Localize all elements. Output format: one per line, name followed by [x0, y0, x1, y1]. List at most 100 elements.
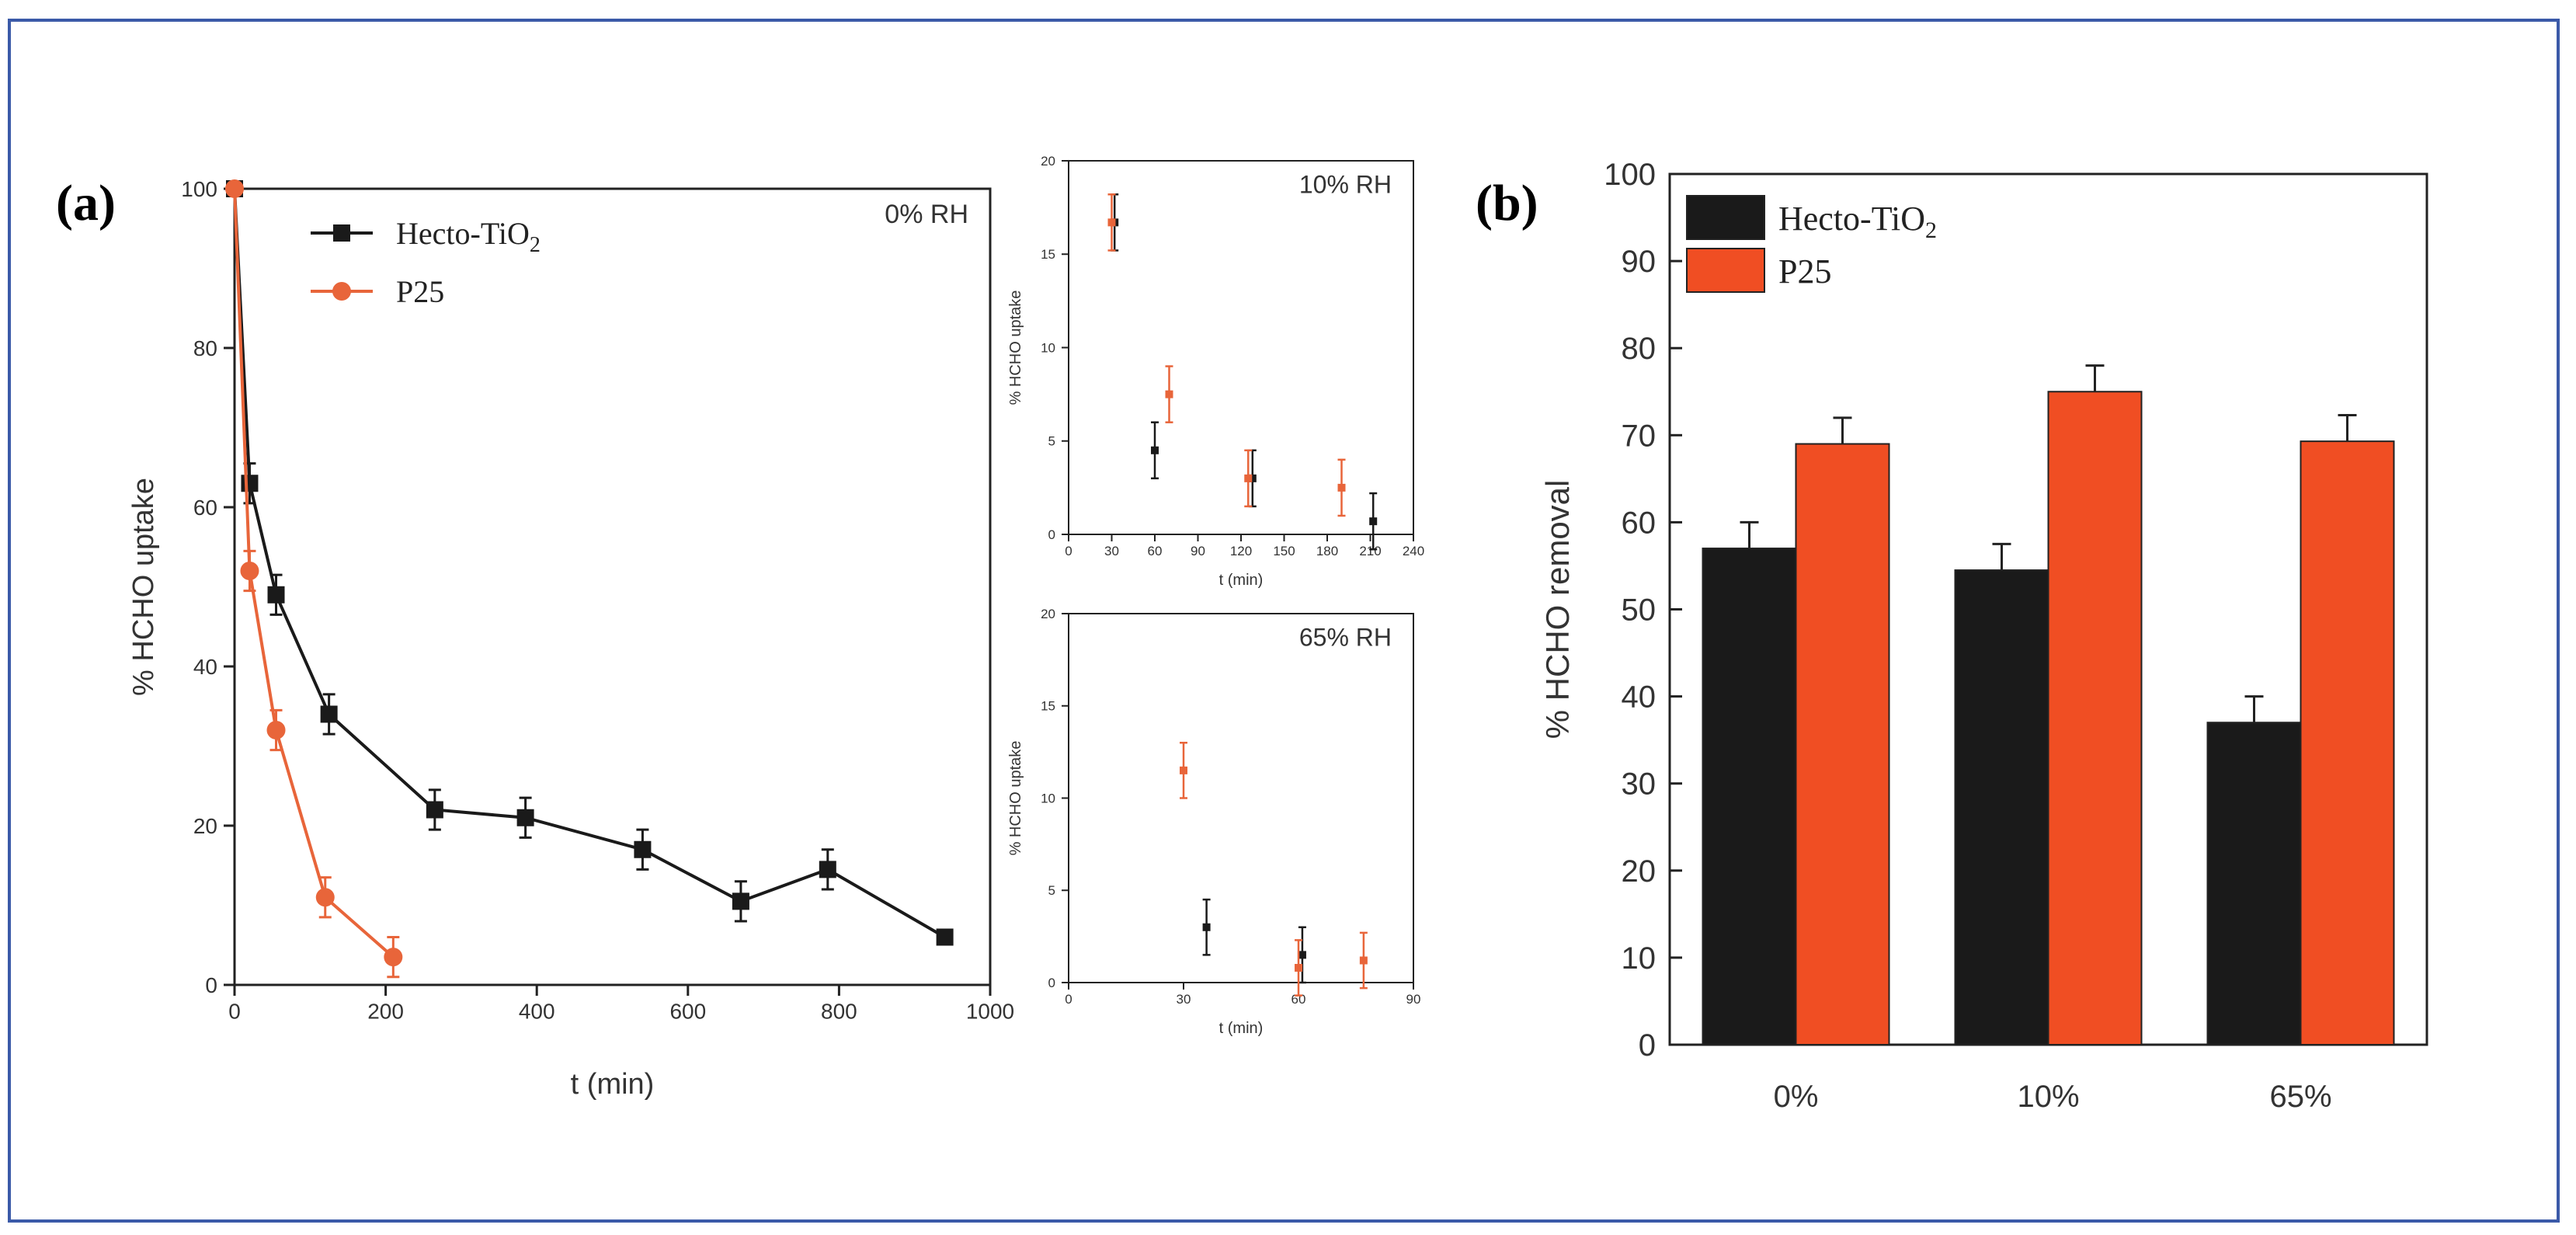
- legend-p25-marker: [332, 282, 351, 301]
- p25-bar: [1795, 443, 1890, 1045]
- x-tick-label: 30: [1177, 992, 1191, 1007]
- y-tick-label: 10: [1041, 340, 1055, 355]
- y-tick-label: 20: [193, 814, 217, 838]
- legend-subscript: 2: [1925, 217, 1937, 243]
- inset-10rh-chart: 0 30 60 90 120 150 180 210 240 0 5 10 15 20 t (min) % H…: [1007, 154, 1424, 589]
- p25-point: [1244, 474, 1253, 482]
- x-tick-label: 90: [1191, 544, 1205, 558]
- x-axis-label: t (min): [1219, 1020, 1264, 1037]
- y-tick-label: 15: [1041, 699, 1055, 714]
- hecto-tio2-point: [936, 928, 954, 946]
- y-tick-label: 20: [1041, 607, 1055, 621]
- y-tick-label: 0: [1048, 527, 1055, 542]
- hecto-tio2-line: [233, 188, 946, 939]
- y-tick-label: 30: [1622, 767, 1656, 802]
- p25-point: [1107, 218, 1116, 227]
- hecto-tio2-point: [1298, 951, 1306, 959]
- legend-p25-label: P25: [1778, 252, 1831, 290]
- y-tick-label: 20: [1041, 154, 1055, 169]
- x-tick-label: 60: [1148, 544, 1163, 558]
- y-tick-label: 60: [1622, 506, 1656, 540]
- rh-condition-label: 65% RH: [1299, 624, 1392, 652]
- plot-frame: [1068, 613, 1414, 983]
- p25-bar: [2047, 391, 2143, 1045]
- hecto-tio2-point: [634, 840, 652, 858]
- hecto-tio2-point: [819, 861, 836, 878]
- p25-point: [240, 562, 259, 580]
- x-tick-label: 240: [1403, 544, 1424, 558]
- x-category-label: 65%: [2269, 1080, 2331, 1114]
- figure-frame: [8, 19, 2560, 1223]
- x-tick-label: 0: [228, 999, 241, 1023]
- y-tick-label: 100: [181, 177, 217, 201]
- rh-condition-label: 10% RH: [1299, 171, 1392, 199]
- hecto-tio2-point: [1202, 923, 1211, 931]
- p25-point: [225, 179, 244, 198]
- p25-point: [1359, 956, 1368, 965]
- x-tick-label: 400: [519, 999, 555, 1023]
- x-tick-label: 210: [1359, 544, 1381, 558]
- panel-a-label: (a): [56, 175, 116, 231]
- x-tick-label: 30: [1104, 544, 1119, 558]
- hecto-tio2-point: [1248, 474, 1257, 482]
- y-tick-label: 10: [1622, 941, 1656, 976]
- y-tick-label: 20: [1622, 854, 1656, 889]
- hecto-tio2-point: [516, 809, 534, 826]
- hecto-tio2-point: [1151, 446, 1159, 454]
- p25-bar: [2300, 440, 2395, 1045]
- hecto-tio2-point: [267, 586, 285, 604]
- x-tick-label: 120: [1230, 544, 1252, 558]
- y-axis-label: % HCHO uptake: [1007, 290, 1024, 405]
- p25-point: [266, 721, 286, 739]
- y-axis-label: % HCHO uptake: [1007, 741, 1024, 856]
- x-tick-label: 180: [1316, 544, 1338, 558]
- y-tick-label: 80: [1622, 332, 1656, 366]
- hecto-tio2-bar: [1954, 569, 2049, 1045]
- hecto-tio2-bar: [1702, 548, 1797, 1045]
- removal-bar-chart: 0 10 20 30 40 50 60 70 80 90 100 % HCHO removal 0% 10…: [1539, 158, 2428, 1114]
- hecto-tio2-point: [732, 892, 749, 910]
- y-tick-label: 80: [193, 336, 217, 360]
- y-tick-label: 0: [205, 973, 217, 997]
- p25-point: [1180, 766, 1187, 774]
- main-uptake-chart: 0 200 400 600 800 1000 0 20 40 60 80 100 t (min) % HC…: [127, 177, 1014, 1101]
- hecto-tio2-point: [1369, 517, 1378, 526]
- y-tick-label: 50: [1622, 593, 1656, 628]
- p25-point: [384, 948, 403, 967]
- p25-point: [1295, 964, 1302, 972]
- x-tick-label: 200: [367, 999, 404, 1023]
- legend-hecto-tio2-swatch: [1686, 195, 1765, 240]
- legend-p25-swatch: [1686, 248, 1765, 293]
- y-tick-label: 40: [193, 655, 217, 679]
- legend-hecto-tio2-label: Hecto-TiO2: [396, 216, 541, 257]
- x-tick-label: 90: [1406, 992, 1421, 1007]
- x-tick-label: 600: [669, 999, 706, 1023]
- p25-point: [1165, 390, 1173, 398]
- p25-point: [1337, 483, 1346, 492]
- plot-frame: [1068, 160, 1414, 535]
- x-category-label: 0%: [1774, 1080, 1819, 1114]
- y-tick-label: 60: [193, 496, 217, 520]
- x-axis-label: t (min): [1219, 572, 1264, 589]
- legend-hecto-tio2-label: Hecto-TiO2: [1778, 200, 1937, 243]
- y-axis-label: % HCHO uptake: [127, 478, 160, 696]
- legend-hecto-tio2-marker: [333, 224, 350, 242]
- hecto-tio2-point: [320, 705, 338, 723]
- p25-point: [315, 888, 335, 907]
- x-tick-label: 800: [821, 999, 857, 1023]
- y-tick-label: 0: [1048, 976, 1055, 990]
- legend-subscript: 2: [530, 233, 541, 257]
- x-tick-label: 0: [1065, 544, 1072, 558]
- y-tick-label: 100: [1604, 158, 1656, 192]
- x-tick-label: 0: [1065, 992, 1072, 1007]
- y-tick-label: 40: [1622, 680, 1656, 715]
- x-tick-label: 150: [1273, 544, 1295, 558]
- y-tick-label: 0: [1639, 1028, 1656, 1063]
- hecto-tio2-point: [426, 801, 443, 819]
- plot-frame: [233, 187, 992, 986]
- y-tick-label: 10: [1041, 791, 1055, 805]
- y-axis-label: % HCHO removal: [1539, 480, 1576, 739]
- rh-condition-label: 0% RH: [885, 200, 968, 229]
- legend-p25-label: P25: [396, 274, 444, 309]
